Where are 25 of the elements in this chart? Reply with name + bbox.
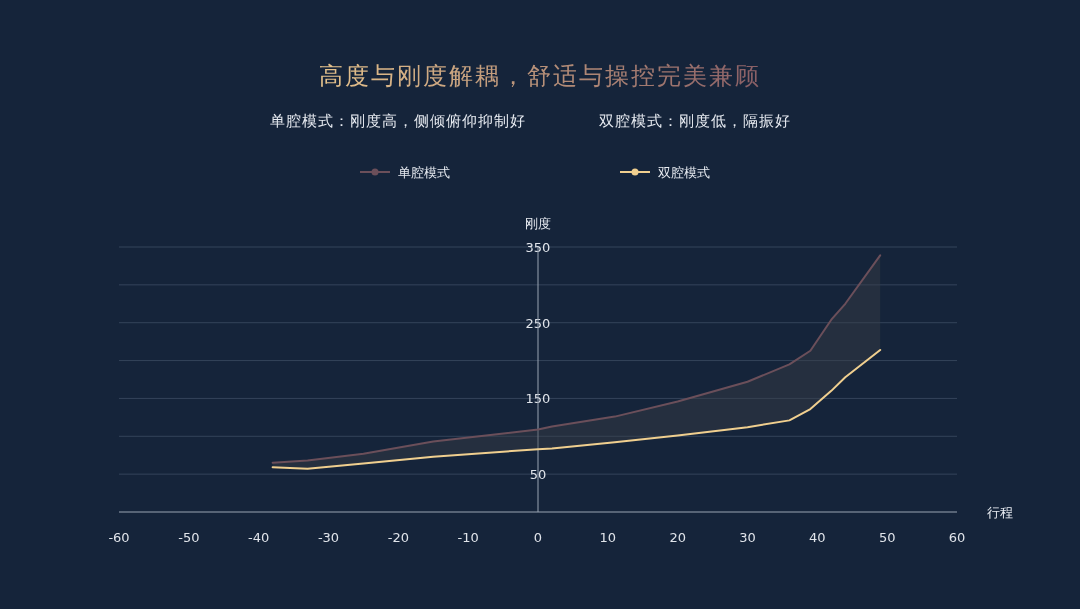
line-series [271,348,882,470]
y-tick-label: 250 [525,315,551,331]
chart-title: 高度与刚度解耦，舒适与操控完美兼顾 [319,62,761,90]
x-tick-label: 10 [599,530,617,545]
text: 双腔模式：刚度低，隔振好 [599,112,791,130]
chart-subtitle: 单腔模式：刚度高，侧倾俯仰抑制好 [270,112,526,130]
x-tick-label: -20 [387,530,409,545]
x-axis-title: 行程 [987,505,1013,520]
x-tick-label: 30 [739,530,756,545]
y-tick-label: 50 [529,467,547,483]
y-axis-title: 刚度 [525,216,551,231]
x-tick-label: -40 [248,530,270,545]
legend-label: 单腔模式 [398,165,450,180]
x-tick-label: 0 [533,530,543,545]
x-tick-label: 20 [669,530,686,545]
x-tick-label: 60 [948,530,966,545]
x-tick-label: -50 [178,530,200,545]
x-tick-label: -10 [457,530,479,545]
x-tick-label: 50 [878,530,896,545]
y-tick-label: 150 [525,391,551,407]
x-tick-label: -60 [108,530,130,545]
x-tick-label: -30 [317,530,340,545]
x-tick-label: 40 [809,530,826,545]
legend-label: 双腔模式 [658,165,710,180]
y-tick-label: 350 [525,240,551,255]
